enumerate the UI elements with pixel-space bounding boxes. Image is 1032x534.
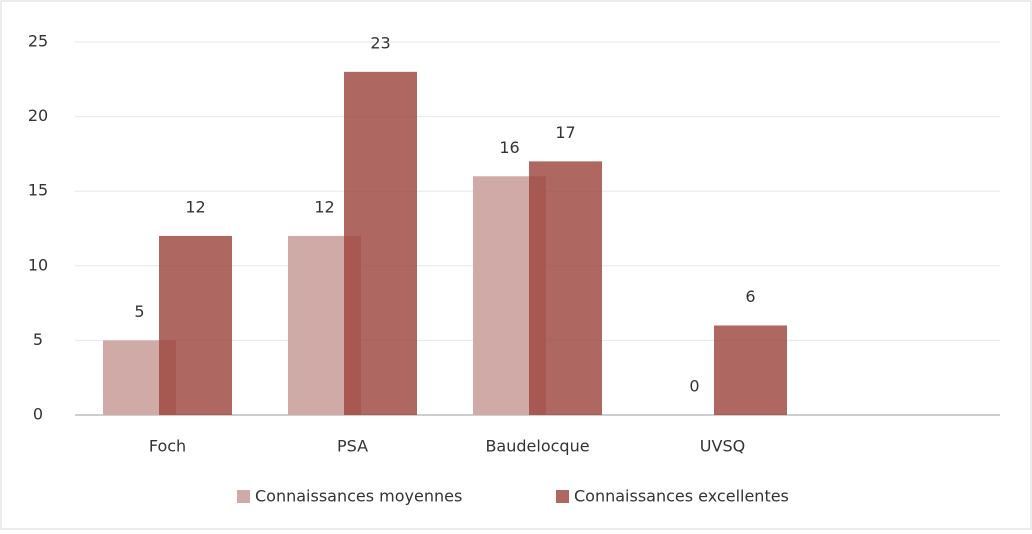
data-label: 12 bbox=[185, 197, 205, 216]
legend-label: Connaissances moyennes bbox=[255, 487, 462, 506]
bar bbox=[529, 161, 602, 415]
bar bbox=[714, 325, 787, 415]
data-label: 5 bbox=[134, 302, 144, 321]
legend-swatch bbox=[237, 490, 250, 503]
data-label: 17 bbox=[555, 123, 575, 142]
y-tick-label: 15 bbox=[28, 181, 48, 200]
y-tick-label: 25 bbox=[28, 32, 48, 51]
y-tick-label: 10 bbox=[28, 255, 48, 274]
y-tick-label: 5 bbox=[33, 330, 43, 349]
legend-swatch bbox=[556, 490, 569, 503]
data-label: 23 bbox=[370, 33, 390, 52]
x-tick-label: Baudelocque bbox=[485, 437, 589, 456]
bar bbox=[159, 235, 232, 415]
x-tick-label: UVSQ bbox=[700, 437, 745, 456]
x-tick-label: PSA bbox=[337, 437, 368, 456]
data-label: 12 bbox=[314, 197, 334, 216]
x-tick-label: Foch bbox=[149, 437, 186, 456]
y-tick-label: 20 bbox=[28, 106, 48, 125]
data-label: 6 bbox=[745, 287, 755, 306]
data-label: 0 bbox=[689, 377, 699, 396]
bar bbox=[344, 71, 417, 415]
legend-label: Connaissances excellentes bbox=[574, 487, 789, 506]
data-label: 16 bbox=[499, 138, 519, 157]
y-tick-label: 0 bbox=[33, 405, 43, 424]
